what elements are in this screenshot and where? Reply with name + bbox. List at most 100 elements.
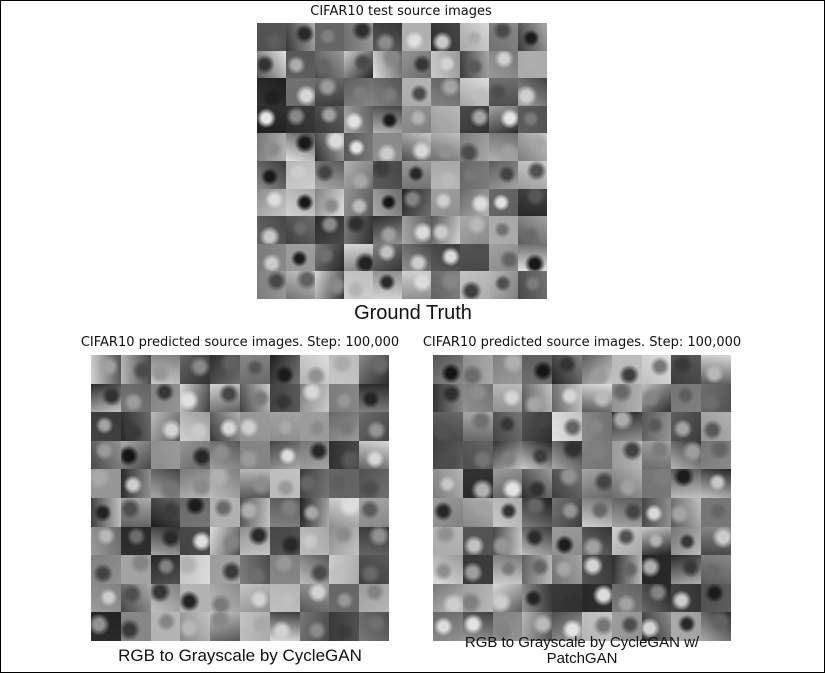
image-tile <box>522 469 553 498</box>
image-tile <box>581 526 612 556</box>
image-tile <box>315 271 344 299</box>
image-tile <box>460 271 489 299</box>
image-tile <box>431 50 460 79</box>
image-tile <box>373 105 402 134</box>
image-tile <box>492 355 523 384</box>
image-tile <box>315 105 344 134</box>
image-tile <box>315 161 344 189</box>
image-tile <box>611 355 642 384</box>
image-tile <box>269 469 300 498</box>
image-tile <box>402 78 431 106</box>
image-tile <box>492 583 523 613</box>
image-tile <box>641 355 672 384</box>
image-tile <box>522 355 553 384</box>
image-tile <box>91 440 121 470</box>
image-tile <box>433 412 463 441</box>
image-tile <box>150 498 181 527</box>
image-tile <box>91 555 121 584</box>
image-tile <box>552 469 582 498</box>
cyclegan-image-grid <box>91 355 389 641</box>
image-tile <box>552 440 582 470</box>
image-tile <box>671 440 702 470</box>
image-tile <box>522 498 553 527</box>
image-tile <box>344 133 373 161</box>
image-tile <box>701 555 731 584</box>
image-tile <box>180 612 211 641</box>
image-tile <box>239 583 270 613</box>
image-tile <box>433 555 463 584</box>
image-tile <box>180 583 211 613</box>
image-tile <box>611 526 642 556</box>
image-tile <box>344 50 373 79</box>
image-tile <box>120 383 151 413</box>
image-tile <box>671 526 702 556</box>
image-tile <box>329 383 360 413</box>
image-tile <box>462 526 493 556</box>
image-tile <box>641 412 672 441</box>
image-tile <box>150 412 181 441</box>
image-tile <box>611 383 642 413</box>
image-tile <box>359 498 389 527</box>
image-tile <box>581 498 612 527</box>
image-tile <box>402 133 431 161</box>
image-tile <box>150 526 181 556</box>
image-tile <box>671 612 702 641</box>
image-tile <box>269 412 300 441</box>
image-tile <box>460 50 489 79</box>
image-tile <box>581 469 612 498</box>
image-tile <box>701 498 731 527</box>
image-tile <box>299 555 330 584</box>
image-tile <box>286 50 315 79</box>
image-tile <box>433 526 463 556</box>
image-tile <box>581 583 612 613</box>
image-tile <box>701 440 731 470</box>
image-tile <box>329 526 360 556</box>
image-tile <box>462 440 493 470</box>
image-tile <box>460 216 489 244</box>
image-tile <box>489 243 518 272</box>
image-tile <box>581 555 612 584</box>
image-tile <box>522 612 553 641</box>
image-tile <box>433 440 463 470</box>
image-tile <box>210 355 240 384</box>
image-tile <box>239 612 270 641</box>
image-tile <box>462 498 493 527</box>
image-tile <box>180 555 211 584</box>
image-tile <box>150 469 181 498</box>
image-tile <box>581 612 612 641</box>
image-tile <box>373 243 402 272</box>
image-tile <box>269 440 300 470</box>
image-tile <box>581 440 612 470</box>
image-tile <box>150 355 181 384</box>
image-tile <box>359 383 389 413</box>
image-tile <box>373 216 402 244</box>
image-tile <box>671 412 702 441</box>
image-tile <box>344 216 373 244</box>
image-tile <box>329 583 360 613</box>
image-tile <box>460 161 489 189</box>
image-tile <box>286 133 315 161</box>
image-tile <box>522 440 553 470</box>
image-tile <box>210 612 240 641</box>
image-tile <box>239 526 270 556</box>
image-tile <box>344 23 373 51</box>
image-tile <box>701 612 731 641</box>
image-tile <box>431 105 460 134</box>
image-tile <box>329 440 360 470</box>
image-tile <box>359 440 389 470</box>
image-tile <box>552 555 582 584</box>
image-tile <box>329 612 360 641</box>
image-tile <box>344 78 373 106</box>
image-tile <box>518 216 547 244</box>
image-tile <box>359 612 389 641</box>
image-tile <box>286 188 315 217</box>
image-tile <box>489 133 518 161</box>
image-tile <box>641 612 672 641</box>
image-tile <box>433 355 463 384</box>
image-tile <box>150 583 181 613</box>
image-tile <box>462 383 493 413</box>
image-tile <box>299 583 330 613</box>
image-tile <box>462 583 493 613</box>
image-tile <box>315 78 344 106</box>
image-tile <box>299 412 330 441</box>
